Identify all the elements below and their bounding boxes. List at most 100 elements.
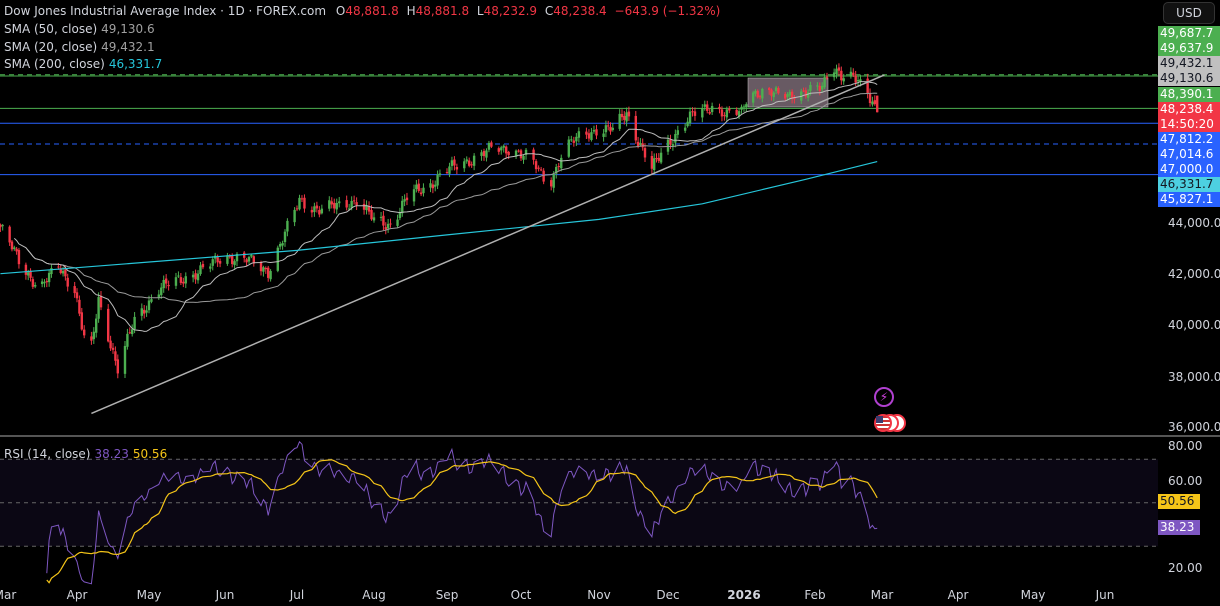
candles — [0, 63, 879, 379]
candle — [31, 276, 35, 289]
candle-body — [164, 278, 168, 284]
lightning-event-icon[interactable]: ⚡ — [874, 387, 894, 407]
candle — [310, 206, 314, 218]
candle-body — [431, 184, 435, 189]
us-flag-events-icon[interactable] — [874, 414, 908, 432]
candle-body — [590, 132, 593, 141]
candle — [114, 346, 117, 366]
currency-button[interactable]: USD — [1163, 2, 1215, 24]
candle-body — [250, 254, 253, 257]
candle-body — [470, 164, 473, 166]
candle-body — [653, 158, 656, 171]
candle-body — [281, 243, 284, 246]
candle — [468, 157, 471, 168]
candle — [382, 210, 385, 231]
candle-body — [167, 284, 170, 287]
candle-body — [372, 217, 376, 221]
rsi-legend[interactable]: RSI (14, close) 38.23 50.56 — [4, 447, 167, 461]
candle-body — [27, 272, 30, 276]
candle-body — [80, 312, 83, 330]
candle-body — [17, 249, 21, 265]
candle-body — [355, 202, 358, 206]
candle — [131, 324, 134, 337]
rsi-label: RSI (14, close) — [4, 447, 91, 461]
candle-body — [235, 253, 239, 262]
candle-body — [820, 85, 824, 90]
sma50-label: SMA (50, close) — [4, 22, 98, 36]
candle — [856, 75, 860, 86]
candle — [868, 88, 872, 107]
candle — [552, 171, 555, 193]
candle-body — [43, 282, 46, 284]
candle-body — [279, 243, 282, 247]
candle-body — [231, 255, 234, 265]
price-scale-label: 49,687.7 — [1158, 26, 1220, 41]
candle-body — [147, 300, 151, 311]
candle-body — [333, 202, 336, 209]
candle — [438, 169, 442, 178]
candle — [607, 120, 610, 131]
symbol-title: Dow Jones Industrial Average Index · 1D … — [4, 4, 327, 18]
sma50-legend[interactable]: SMA (50, close) 49,130.6 — [4, 22, 155, 36]
candle-body — [160, 287, 163, 296]
sma200-legend[interactable]: SMA (200, close) 46,331.7 — [4, 57, 162, 71]
candle-body — [772, 92, 775, 98]
candle-body — [419, 192, 423, 195]
candle-body — [29, 270, 32, 278]
candle — [436, 170, 439, 190]
candle-body — [398, 212, 402, 219]
candle-body — [609, 126, 612, 132]
candle — [276, 245, 279, 273]
candle-body — [519, 150, 523, 159]
candle — [177, 271, 180, 278]
candle — [295, 205, 299, 212]
candle-body — [868, 93, 872, 104]
candle — [419, 187, 423, 197]
candle — [300, 195, 304, 202]
time-axis-tick: Apr — [947, 588, 969, 602]
candle-body — [436, 174, 439, 186]
low-label: L — [476, 4, 484, 18]
candle-body — [162, 279, 165, 289]
price-axis-tick: 38,000.0 — [1168, 370, 1220, 385]
candle — [303, 194, 306, 213]
candle — [725, 106, 729, 122]
candle — [852, 68, 855, 78]
price-scale-label: 48,238.4 — [1158, 102, 1220, 117]
candle-body — [567, 139, 571, 157]
candle — [825, 72, 829, 80]
candle — [211, 256, 214, 271]
candle-body — [228, 256, 231, 258]
candle — [47, 269, 51, 287]
candle — [505, 145, 508, 159]
candle — [485, 148, 488, 162]
candle-body — [133, 316, 136, 330]
candle — [415, 180, 418, 193]
candle — [470, 161, 473, 168]
candle-body — [758, 96, 762, 98]
candle — [653, 153, 656, 175]
candle — [465, 156, 468, 164]
candle-body — [688, 111, 692, 124]
candle-body — [816, 85, 819, 87]
candle — [463, 158, 466, 172]
sma20-legend[interactable]: SMA (20, close) 49,432.1 — [4, 40, 155, 54]
candle-body — [703, 104, 706, 107]
candle-body — [50, 268, 53, 275]
candle-body — [465, 159, 468, 162]
candle-body — [295, 208, 299, 210]
candle — [557, 162, 560, 171]
candle — [45, 277, 49, 288]
candle-body — [666, 139, 670, 152]
time-axis-tick: Feb — [804, 588, 826, 602]
rsi-scale-label: 38.23 — [1158, 520, 1200, 535]
candle — [355, 197, 358, 211]
rsi-axis-tick: 80.00 — [1168, 439, 1203, 453]
candle-body — [10, 241, 14, 250]
candle — [199, 261, 202, 276]
candle-body — [468, 160, 471, 166]
candle — [92, 327, 95, 344]
candle-body — [450, 160, 454, 166]
candle-body — [396, 219, 399, 226]
